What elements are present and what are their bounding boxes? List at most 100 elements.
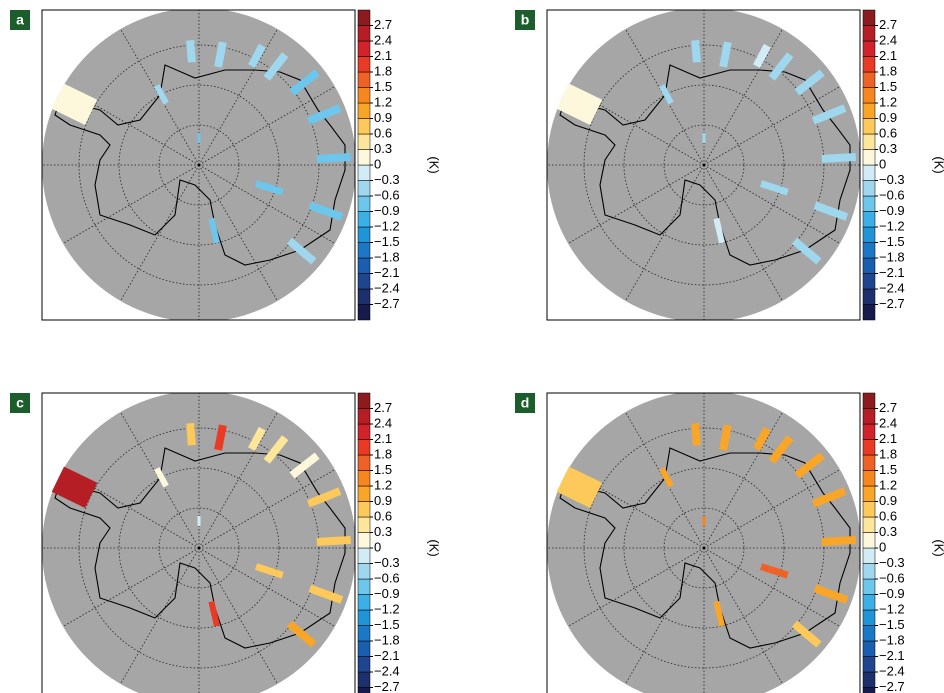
station-anomaly	[821, 536, 857, 546]
colorbar-label: −1.8	[374, 249, 400, 264]
station-anomaly	[316, 153, 352, 163]
colorbar-swatch	[357, 625, 371, 642]
colorbar-label: −0.6	[879, 187, 905, 202]
colorbar-swatch	[357, 211, 371, 228]
map-frame	[41, 392, 356, 693]
colorbar-swatch	[862, 470, 876, 487]
meridian	[198, 164, 336, 244]
colorbar-label: 1.8	[879, 63, 897, 78]
station-anomaly	[306, 104, 342, 125]
colorbar-label: 2.4	[374, 415, 392, 430]
meridian	[567, 547, 705, 627]
colorbar-label: 0.6	[879, 508, 897, 523]
colorbar-label: −0.6	[879, 570, 905, 585]
latitude-circle	[623, 467, 785, 629]
colorbar-swatch	[357, 304, 371, 321]
colorbar-unit: (K)	[932, 539, 944, 556]
station-anomaly	[254, 180, 284, 196]
colorbar-swatch	[862, 273, 876, 290]
station-anomaly	[154, 84, 169, 105]
station-anomaly	[248, 43, 266, 68]
colorbar-swatch	[862, 102, 876, 119]
station-anomaly	[51, 466, 98, 508]
colorbar-swatch	[862, 71, 876, 88]
station-anomaly	[811, 487, 847, 508]
colorbar-label: 0.9	[879, 110, 897, 125]
pole	[197, 163, 201, 167]
colorbar-swatch	[862, 392, 876, 409]
colorbar-swatch	[862, 532, 876, 549]
colorbar-label: 1.8	[879, 446, 897, 461]
pole	[197, 546, 201, 550]
colorbar-swatch	[357, 9, 371, 26]
colorbar-label: 2.1	[374, 431, 392, 446]
station-anomaly	[659, 467, 674, 488]
meridian	[62, 164, 200, 244]
colorbar-label: −0.9	[374, 586, 400, 601]
colorbar-swatch	[357, 454, 371, 471]
station-anomaly	[768, 52, 794, 81]
station-anomaly	[556, 466, 603, 508]
map-frame	[546, 9, 861, 321]
colorbar-label: 1.2	[879, 94, 897, 109]
colorbar-swatch	[862, 485, 876, 502]
station-anomaly	[659, 84, 674, 105]
colorbar-swatch	[862, 195, 876, 212]
meridian	[198, 28, 278, 166]
colorbar-label: −0.6	[374, 187, 400, 202]
station-anomaly	[286, 620, 317, 648]
colorbar-label: 0.6	[374, 125, 392, 140]
station-anomaly	[186, 40, 196, 63]
colorbar-swatch	[862, 625, 876, 642]
colorbar-swatch	[357, 563, 371, 580]
colorbar-label: 1.8	[374, 446, 392, 461]
panel-badge	[515, 393, 535, 413]
colorbar-label: 0	[879, 156, 886, 171]
colorbar-unit: (K)	[932, 156, 944, 173]
colorbar-swatch	[357, 594, 371, 611]
map	[547, 393, 860, 693]
colorbar-swatch	[357, 102, 371, 119]
coastline	[54, 447, 346, 649]
colorbar-swatch	[357, 609, 371, 626]
colorbar-swatch	[862, 164, 876, 181]
meridian	[703, 164, 783, 302]
colorbar-swatch	[862, 118, 876, 135]
colorbar-label: 2.4	[879, 32, 897, 47]
colorbar-label: 0.3	[374, 141, 392, 156]
colorbar-swatch	[357, 532, 371, 549]
colorbar-label: 1.2	[879, 477, 897, 492]
colorbar-label: 0.3	[374, 524, 392, 539]
colorbar-label: −1.2	[374, 601, 400, 616]
colorbar-label: −0.9	[374, 203, 400, 218]
pole	[702, 163, 706, 167]
colorbar-swatch	[862, 180, 876, 197]
colorbar-label: 0.6	[374, 508, 392, 523]
colorbar-swatch	[357, 180, 371, 197]
station-anomaly	[713, 600, 725, 627]
station-anomaly	[214, 424, 227, 451]
colorbar-swatch	[357, 118, 371, 135]
colorbar-swatch	[357, 257, 371, 274]
meridian	[198, 164, 278, 302]
colorbar-label: −2.1	[374, 648, 400, 663]
colorbar-swatch	[357, 516, 371, 533]
colorbar-swatch	[357, 273, 371, 290]
colorbar-swatch	[862, 25, 876, 42]
colorbar-label: 0.3	[879, 141, 897, 156]
colorbar-swatch	[862, 454, 876, 471]
panel-label: c	[16, 395, 24, 411]
colorbar-label: −1.2	[374, 218, 400, 233]
colorbar-swatch	[357, 578, 371, 595]
colorbar-swatch	[862, 578, 876, 595]
station-anomaly	[289, 452, 320, 479]
colorbar-swatch	[357, 687, 371, 693]
colorbar-label: −0.3	[374, 555, 400, 570]
station-anomaly	[719, 424, 732, 451]
station-anomaly	[214, 41, 227, 68]
colorbar-label: −2.4	[879, 280, 905, 295]
station-anomaly	[208, 600, 220, 627]
station-anomaly	[759, 180, 789, 196]
colorbar-swatch	[862, 9, 876, 26]
ocean-disc	[547, 393, 860, 693]
